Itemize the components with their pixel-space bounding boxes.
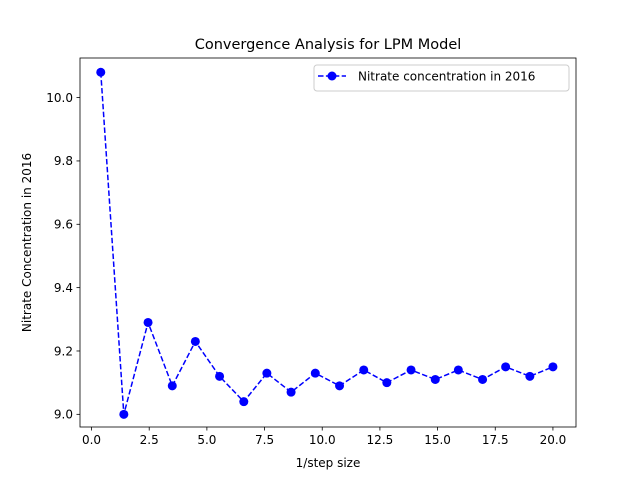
data-point	[167, 381, 177, 391]
data-point	[143, 317, 153, 327]
chart-title: Convergence Analysis for LPM Model	[195, 37, 462, 53]
series-layer	[96, 67, 558, 419]
data-point	[548, 362, 558, 372]
data-point	[335, 381, 345, 391]
data-point	[453, 365, 463, 375]
x-tick-label: 0.0	[82, 433, 101, 447]
y-tick-label: 9.8	[54, 154, 73, 168]
data-point	[190, 336, 200, 346]
y-axis-title: Nitrate Concentration in 2016	[20, 153, 34, 332]
data-point	[406, 365, 416, 375]
data-point	[310, 368, 320, 378]
x-tick-label: 5.0	[197, 433, 216, 447]
x-tick-label: 17.5	[482, 433, 509, 447]
y-tick-label: 10.0	[46, 91, 73, 105]
data-point	[382, 378, 392, 388]
y-tick-label: 9.0	[54, 408, 73, 422]
data-point	[262, 368, 272, 378]
data-point	[96, 67, 106, 77]
legend: Nitrate concentration in 2016	[313, 64, 570, 92]
y-tick-label: 9.2	[54, 344, 73, 358]
x-axis: 0.0 2.5 5.0 7.5 10.0 12.5 15.0 17.5 20.0	[82, 427, 566, 447]
data-point	[239, 397, 249, 407]
x-tick-label: 10.0	[309, 433, 336, 447]
data-point	[215, 371, 225, 381]
data-point	[119, 409, 129, 419]
x-tick-label: 20.0	[540, 433, 567, 447]
y-axis: 9.0 9.2 9.4 9.6 9.8 10.0	[46, 91, 80, 422]
legend-label: Nitrate concentration in 2016	[358, 70, 535, 84]
legend-box	[313, 64, 570, 92]
data-point	[478, 374, 488, 384]
y-tick-label: 9.6	[54, 218, 73, 232]
data-point	[359, 365, 369, 375]
data-point	[525, 371, 535, 381]
data-point	[501, 362, 511, 372]
x-axis-title: 1/step size	[296, 456, 361, 470]
x-tick-label: 15.0	[424, 433, 451, 447]
plot-area	[79, 57, 577, 428]
x-tick-label: 2.5	[140, 433, 159, 447]
data-point	[430, 374, 440, 384]
y-tick-label: 9.4	[54, 281, 73, 295]
x-tick-label: 7.5	[255, 433, 274, 447]
data-point	[286, 387, 296, 397]
legend-marker	[327, 71, 337, 81]
x-tick-label: 12.5	[367, 433, 394, 447]
